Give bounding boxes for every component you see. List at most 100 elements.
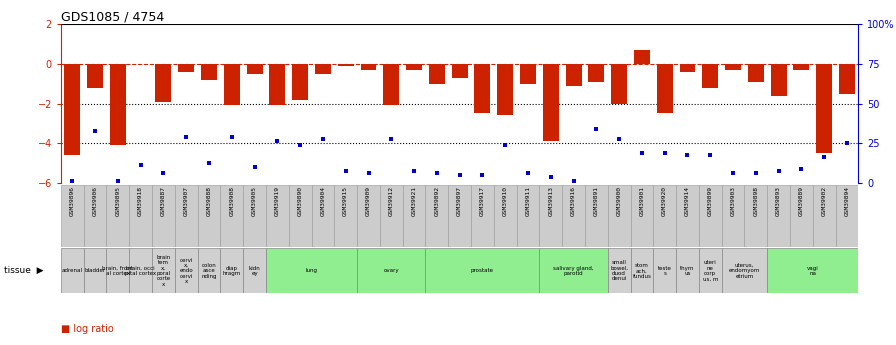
Bar [565,64,582,86]
Text: lung: lung [306,268,317,273]
Text: GSM39904: GSM39904 [321,186,325,216]
Bar [152,248,175,293]
Text: bladder: bladder [84,268,106,273]
Text: GSM39917: GSM39917 [480,186,485,216]
Text: GSM39890: GSM39890 [297,186,303,216]
Text: GSM39920: GSM39920 [662,186,668,216]
Text: small
bowel,
duod
denui: small bowel, duod denui [610,260,628,282]
Bar [767,248,858,293]
Bar [794,64,809,70]
Bar [61,248,83,293]
Text: GSM39899: GSM39899 [708,186,713,216]
Text: vagi
na: vagi na [807,266,819,276]
Text: uterus,
endomyom
etrium: uterus, endomyom etrium [728,263,760,279]
Text: GSM39892: GSM39892 [435,186,439,216]
Bar [517,185,539,247]
Text: GSM39897: GSM39897 [457,186,462,216]
Bar [201,64,217,80]
Bar [220,248,243,293]
Text: teste
s: teste s [658,266,672,276]
Text: GSM39898: GSM39898 [754,186,758,216]
Text: GSM39918: GSM39918 [138,186,143,216]
Bar [358,248,426,293]
Bar [358,185,380,247]
Bar [402,185,426,247]
Bar [611,64,627,104]
Text: GSM39906: GSM39906 [92,186,98,216]
Bar [653,248,676,293]
Text: GSM39921: GSM39921 [411,186,417,216]
Bar [721,185,745,247]
Bar [543,64,559,141]
Bar [198,185,220,247]
Bar [65,64,81,155]
Bar [175,185,198,247]
Text: GSM39910: GSM39910 [503,186,508,216]
Text: diap
hragm: diap hragm [223,266,241,276]
Text: cervi
x,
endo
cervi
x: cervi x, endo cervi x [179,257,194,284]
Text: GSM39894: GSM39894 [844,186,849,216]
Text: GSM39907: GSM39907 [184,186,189,216]
Bar [360,64,376,70]
Text: kidn
ey: kidn ey [249,266,261,276]
Text: colon
asce
nding: colon asce nding [202,263,217,279]
Text: GSM39887: GSM39887 [161,186,166,216]
Text: tissue  ▶: tissue ▶ [4,266,44,275]
Text: prostate: prostate [471,268,494,273]
Text: stom
ach,
fundus: stom ach, fundus [633,263,651,279]
Text: ■ log ratio: ■ log ratio [61,324,114,334]
Bar [292,64,308,100]
Bar [87,64,103,88]
Bar [562,185,585,247]
Bar [767,185,790,247]
Bar [406,64,422,70]
Bar [312,185,334,247]
Bar [539,248,607,293]
Bar [220,185,243,247]
Text: ovary: ovary [383,268,399,273]
Text: GSM39909: GSM39909 [366,186,371,216]
Text: GSM39915: GSM39915 [343,186,349,216]
Bar [679,64,695,72]
Bar [107,185,129,247]
Bar [607,185,631,247]
Bar [61,185,83,247]
Bar [107,248,129,293]
Text: GSM39913: GSM39913 [548,186,554,216]
Text: brain
tem
x,
poral
corte
x: brain tem x, poral corte x [156,255,170,287]
Bar [836,185,858,247]
Bar [634,50,650,64]
Bar [653,185,676,247]
Text: GSM39889: GSM39889 [799,186,804,216]
Bar [702,64,719,88]
Bar [471,185,494,247]
Bar [816,64,832,153]
Text: GSM39901: GSM39901 [640,186,644,216]
Bar [699,248,721,293]
Bar [452,64,468,78]
Bar [266,185,289,247]
Text: GSM39914: GSM39914 [685,186,690,216]
Text: GSM39888: GSM39888 [206,186,211,216]
Bar [631,248,653,293]
Bar [725,64,741,70]
Bar [338,64,354,66]
Bar [383,64,400,106]
Bar [607,248,631,293]
Bar [224,64,240,106]
Bar [745,185,767,247]
Bar [585,185,607,247]
Bar [380,185,402,247]
Bar [83,185,107,247]
Bar [813,185,836,247]
Bar [631,185,653,247]
Text: GSM39905: GSM39905 [252,186,257,216]
Text: GSM39902: GSM39902 [822,186,827,216]
Bar [539,185,562,247]
Bar [790,185,813,247]
Text: GSM39916: GSM39916 [571,186,576,216]
Bar [676,185,699,247]
Bar [178,64,194,72]
Bar [156,64,171,101]
Bar [494,185,517,247]
